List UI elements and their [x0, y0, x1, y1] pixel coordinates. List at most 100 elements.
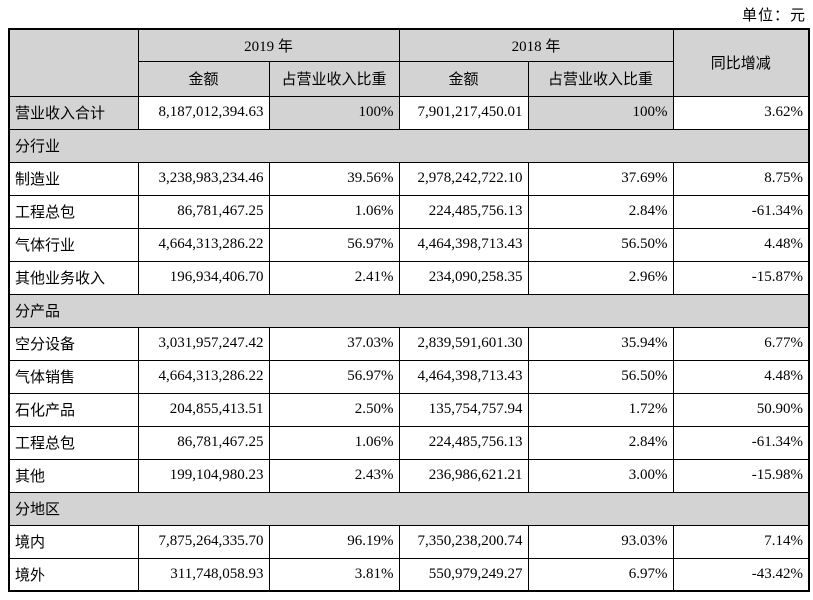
ratio-2019-cell: 100% — [268, 95, 400, 130]
amount-2018-cell: 4,464,398,713.43 — [398, 359, 529, 394]
ratio-2018-cell: 56.50% — [527, 359, 674, 394]
amount-2018-cell: 234,090,258.35 — [398, 260, 529, 295]
row-label-cell: 工程总包 — [8, 194, 139, 229]
ratio-2018-cell: 1.72% — [527, 392, 674, 427]
data-row: 空分设备 3,031,957,247.42 37.03% 2,839,591,601.… — [8, 326, 810, 361]
amount-2019-cell: 199,104,980.23 — [137, 458, 270, 493]
ratio-2019-cell: 1.06% — [268, 425, 400, 460]
row-label-cell: 其他业务收入 — [8, 260, 139, 295]
row-label-cell: 工程总包 — [8, 425, 139, 460]
amount-2019-cell: 4,664,313,286.22 — [137, 227, 270, 262]
header-amount-2018: 金额 — [398, 60, 529, 97]
data-row: 境内 7,875,264,335.70 96.19% 7,350,238,200.74… — [8, 524, 810, 559]
amount-2018-cell: 7,901,217,450.01 — [398, 95, 529, 130]
section-label: 分产品 — [8, 293, 810, 328]
total-row: 营业收入合计 8,187,012,394.63 100% 7,901,217,450.… — [8, 95, 810, 130]
ratio-2019-cell: 3.81% — [268, 557, 400, 592]
row-label-cell: 石化产品 — [8, 392, 139, 427]
amount-2018-cell: 2,978,242,722.10 — [398, 161, 529, 196]
header-empty-cell — [8, 28, 139, 97]
ratio-2019-cell: 96.19% — [268, 524, 400, 559]
yoy-change-cell: 7.14% — [672, 524, 810, 559]
ratio-2018-cell: 35.94% — [527, 326, 674, 361]
ratio-2019-cell: 2.50% — [268, 392, 400, 427]
header-year-2019: 2019 年 — [137, 28, 400, 62]
amount-2019-cell: 3,238,983,234.46 — [137, 161, 270, 196]
yoy-change-cell: -15.87% — [672, 260, 810, 295]
amount-2019-cell: 86,781,467.25 — [137, 194, 270, 229]
yoy-change-cell: -15.98% — [672, 458, 810, 493]
ratio-2018-cell: 100% — [527, 95, 674, 130]
yoy-change-cell: -43.42% — [672, 557, 810, 592]
row-label-cell: 气体行业 — [8, 227, 139, 262]
row-label-cell: 气体销售 — [8, 359, 139, 394]
row-label-cell: 营业收入合计 — [8, 95, 139, 130]
table-body: 营业收入合计 8,187,012,394.63 100% 7,901,217,450.… — [8, 95, 810, 592]
data-row: 气体销售 4,664,313,286.22 56.97% 4,464,398,713.… — [8, 359, 810, 394]
amount-2019-cell: 196,934,406.70 — [137, 260, 270, 295]
ratio-2018-cell: 3.00% — [527, 458, 674, 493]
unit-label: 单位：元 — [741, 8, 806, 24]
amount-2019-cell: 204,855,413.51 — [137, 392, 270, 427]
header-row-columns: 金额 占营业收入比重 金额 占营业收入比重 — [9, 60, 809, 97]
section-label: 分地区 — [8, 491, 810, 526]
ratio-2018-cell: 2.84% — [527, 194, 674, 229]
amount-2018-cell: 135,754,757.94 — [398, 392, 529, 427]
yoy-change-cell: -61.34% — [672, 425, 810, 460]
amount-2018-cell: 4,464,398,713.43 — [398, 227, 529, 262]
yoy-change-cell: -61.34% — [672, 194, 810, 229]
header-year-2018: 2018 年 — [398, 28, 674, 62]
ratio-2018-cell: 56.50% — [527, 227, 674, 262]
data-row: 气体行业 4,664,313,286.22 56.97% 4,464,398,713.… — [8, 227, 810, 262]
amount-2019-cell: 86,781,467.25 — [137, 425, 270, 460]
row-label-cell: 其他 — [8, 458, 139, 493]
ratio-2019-cell: 37.03% — [268, 326, 400, 361]
ratio-2019-cell: 39.56% — [268, 161, 400, 196]
section-header-row: 分产品 — [8, 293, 810, 328]
yoy-change-cell: 4.48% — [672, 227, 810, 262]
data-row: 其他业务收入 196,934,406.70 2.41% 234,090,258.35 2… — [8, 260, 810, 295]
ratio-2019-cell: 56.97% — [268, 359, 400, 394]
ratio-2018-cell: 37.69% — [527, 161, 674, 196]
yoy-change-cell: 8.75% — [672, 161, 810, 196]
ratio-2019-cell: 1.06% — [268, 194, 400, 229]
row-label-cell: 制造业 — [8, 161, 139, 196]
row-label-cell: 境内 — [8, 524, 139, 559]
amount-2019-cell: 311,748,058.93 — [137, 557, 270, 592]
row-label-cell: 境外 — [8, 557, 139, 592]
data-row: 石化产品 204,855,413.51 2.50% 135,754,757.94 1.7… — [8, 392, 810, 427]
data-row: 工程总包 86,781,467.25 1.06% 224,485,756.13 2.84… — [8, 194, 810, 229]
section-header-row: 分地区 — [8, 491, 810, 526]
yoy-change-cell: 6.77% — [672, 326, 810, 361]
data-row: 制造业 3,238,983,234.46 39.56% 2,978,242,722.1… — [8, 161, 810, 196]
amount-2018-cell: 236,986,621.21 — [398, 458, 529, 493]
ratio-2018-cell: 2.84% — [527, 425, 674, 460]
amount-2019-cell: 3,031,957,247.42 — [137, 326, 270, 361]
yoy-change-cell: 3.62% — [672, 95, 810, 130]
ratio-2019-cell: 2.43% — [268, 458, 400, 493]
header-row-years: 2019 年 2018 年 同比增减 — [8, 28, 810, 97]
row-label-cell: 空分设备 — [8, 326, 139, 361]
header-ratio-2018: 占营业收入比重 — [527, 60, 674, 97]
amount-2018-cell: 224,485,756.13 — [398, 425, 529, 460]
ratio-2018-cell: 2.96% — [527, 260, 674, 295]
amount-2019-cell: 7,875,264,335.70 — [137, 524, 270, 559]
header-ratio-2019: 占营业收入比重 — [268, 60, 400, 97]
yoy-change-cell: 4.48% — [672, 359, 810, 394]
header-yoy-change: 同比增减 — [672, 28, 810, 97]
amount-2018-cell: 2,839,591,601.30 — [398, 326, 529, 361]
data-row: 工程总包 86,781,467.25 1.06% 224,485,756.13 2.84… — [8, 425, 810, 460]
revenue-breakdown-table: 2019 年 2018 年 同比增减 金额 占营业收入比重 金额 占营业收入比重… — [8, 28, 811, 592]
ratio-2018-cell: 93.03% — [527, 524, 674, 559]
amount-2018-cell: 550,979,249.27 — [398, 557, 529, 592]
amount-2018-cell: 7,350,238,200.74 — [398, 524, 529, 559]
ratio-2019-cell: 56.97% — [268, 227, 400, 262]
data-row: 境外 311,748,058.93 3.81% 550,979,249.27 6.97%… — [8, 557, 810, 592]
table-header: 2019 年 2018 年 同比增减 金额 占营业收入比重 金额 占营业收入比重 — [8, 28, 810, 97]
amount-2019-cell: 4,664,313,286.22 — [137, 359, 270, 394]
section-header-row: 分行业 — [8, 128, 810, 163]
section-label: 分行业 — [8, 128, 810, 163]
ratio-2019-cell: 2.41% — [268, 260, 400, 295]
ratio-2018-cell: 6.97% — [527, 557, 674, 592]
data-row: 其他 199,104,980.23 2.43% 236,986,621.21 3.00%… — [8, 458, 810, 493]
